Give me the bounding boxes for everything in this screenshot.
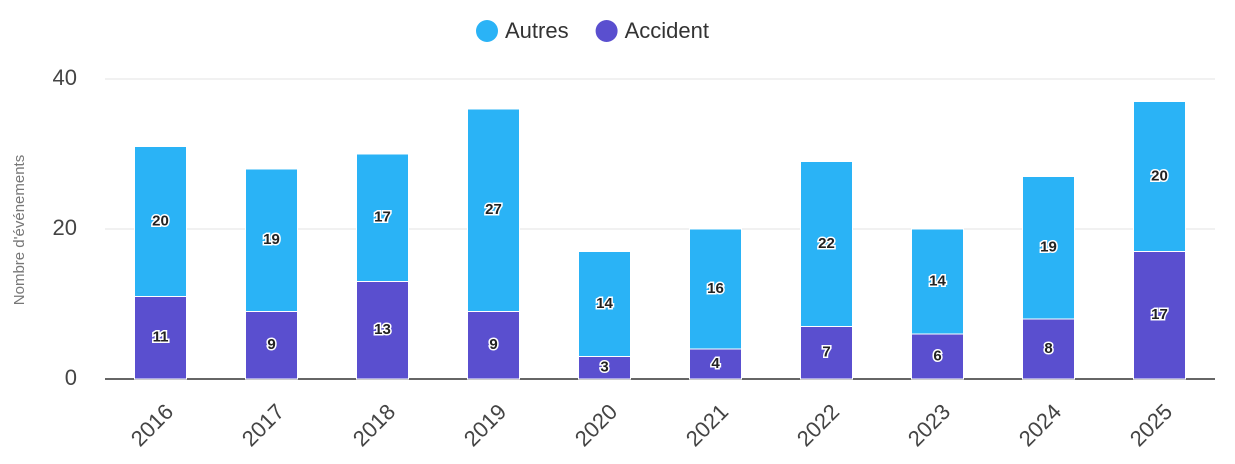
bar-segment: [911, 228, 964, 335]
data-label: 9: [489, 336, 497, 353]
bar-segment: [1022, 176, 1075, 320]
legend-swatch: [476, 20, 498, 42]
data-label: 4: [711, 355, 720, 372]
data-label: 20: [152, 212, 169, 229]
bar-segment: [911, 333, 964, 380]
data-label: 17: [374, 209, 391, 226]
bar-segment: [356, 153, 409, 282]
data-label: 9: [267, 336, 275, 353]
data-label: 11: [153, 329, 169, 346]
bar-segment: [689, 228, 742, 350]
x-tick-label: 2021: [681, 399, 733, 451]
x-tick-label: 2018: [348, 399, 400, 451]
data-label: 14: [596, 295, 613, 312]
data-label: 3: [600, 359, 608, 376]
data-label: 22: [818, 235, 835, 252]
data-label: 19: [1040, 239, 1057, 256]
y-axis-label: Nombre d'événements: [11, 155, 28, 305]
y-tick-label: 40: [53, 65, 77, 90]
bar-segment: [245, 311, 298, 380]
x-tick-label: 2020: [570, 399, 622, 451]
bar-segment: [1133, 101, 1186, 252]
bar-segment: [356, 281, 409, 380]
y-tick-label: 0: [65, 365, 77, 390]
data-label: 19: [263, 231, 280, 248]
x-tick-label: 2019: [459, 399, 511, 451]
x-tick-label: 2016: [126, 399, 178, 451]
data-label: 6: [933, 347, 941, 364]
x-tick-label: 2022: [792, 399, 844, 451]
data-label: 13: [374, 321, 391, 338]
data-label: 8: [1044, 340, 1052, 357]
data-label: 14: [929, 272, 946, 289]
legend-swatch: [595, 20, 618, 42]
bar-segment: [467, 108, 520, 312]
legend-label: Accident: [625, 18, 709, 43]
data-label: 7: [822, 344, 830, 361]
data-label: 17: [1151, 306, 1168, 323]
x-tick-label: 2023: [903, 399, 955, 451]
x-tick-label: 2025: [1125, 399, 1177, 451]
data-label: 27: [485, 201, 502, 218]
bar-segment: [689, 348, 742, 380]
bar-segment: [134, 296, 187, 380]
bar-segment: [467, 311, 520, 380]
x-tick-label: 2024: [1014, 399, 1066, 451]
x-tick-label: 2017: [237, 399, 289, 451]
bar-segment: [578, 251, 631, 357]
bar-segment: [1022, 318, 1075, 380]
y-tick-label: 20: [53, 215, 77, 240]
bar-segment: [134, 146, 187, 297]
data-label: 16: [707, 280, 724, 297]
legend-label: Autres: [505, 18, 569, 43]
bar-segment: [245, 168, 298, 312]
bar-segment: [800, 161, 853, 327]
data-label: 20: [1151, 167, 1168, 184]
